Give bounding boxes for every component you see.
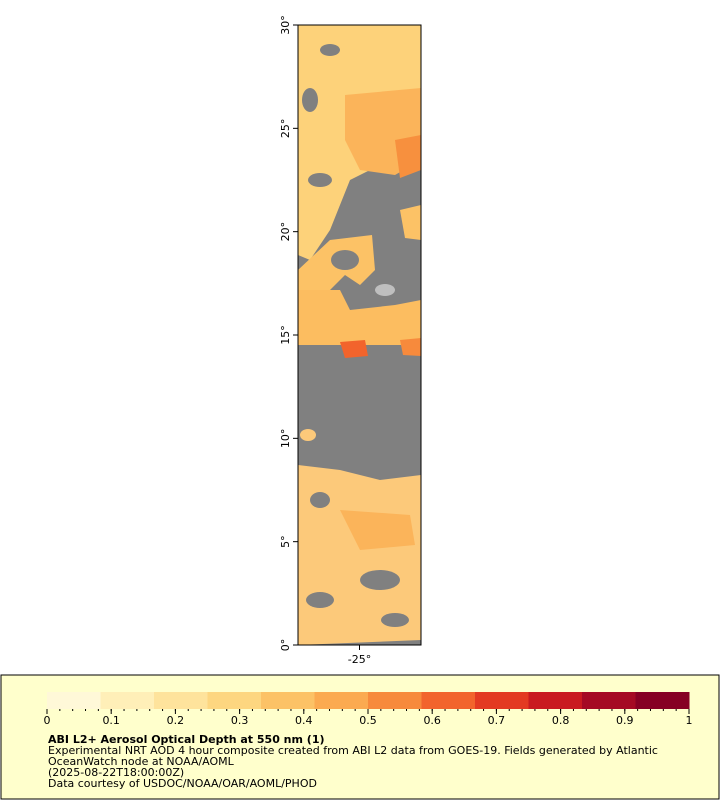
colorbar-tick-label: 0.4	[295, 714, 313, 727]
colorbar-tick-label: 0.2	[167, 714, 185, 727]
colorbar-tick-label: 0.9	[616, 714, 634, 727]
colorbar-tick-label: 0.3	[231, 714, 249, 727]
map-axes: 0° 5° 10° 15° 20° 25° 30° -25°	[279, 15, 371, 666]
lat-tick-label: 30°	[279, 15, 292, 35]
caption-title: ABI L2+ Aerosol Optical Depth at 550 nm …	[48, 733, 325, 746]
map-image	[297, 24, 422, 646]
lat-tick-label: 25°	[279, 119, 292, 139]
colorbar-tick-label: 0.6	[423, 714, 441, 727]
caption-line: Experimental NRT AOD 4 hour composite cr…	[48, 744, 658, 757]
colorbar-swatch	[100, 692, 155, 709]
colorbar-swatch	[207, 692, 262, 709]
colorbar-swatch	[528, 692, 583, 709]
colorbar-swatch	[47, 692, 101, 709]
colorbar-tick-label: 0.5	[359, 714, 377, 727]
colorbar-swatch	[475, 692, 529, 709]
colorbar-swatch	[314, 692, 369, 709]
lat-tick-label: 5°	[279, 535, 292, 548]
colorbar-tick-label: 1	[686, 714, 693, 727]
lat-tick-label: 20°	[279, 222, 292, 242]
caption: Experimental NRT AOD 4 hour composite cr…	[48, 744, 658, 790]
colorbar-swatch	[582, 692, 636, 709]
colorbar-swatch	[368, 692, 422, 709]
caption-line: (2025-08-22T18:00:00Z)	[48, 766, 184, 779]
colorbar-tick-label: 0.8	[552, 714, 570, 727]
colorbar-tick-label: 0.1	[102, 714, 120, 727]
colorbar-tick-label: 0.7	[488, 714, 506, 727]
colorbar-swatch	[421, 692, 476, 709]
lat-tick-label: 15°	[279, 325, 292, 345]
caption-line: Data courtesy of USDOC/NOAA/OAR/AOML/PHO…	[48, 777, 317, 790]
lon-tick-label: -25°	[348, 653, 371, 666]
colorbar-swatch	[635, 692, 690, 709]
colorbar: 0 0.1 0.2 0.3 0.4 0.5 0.6 0.7 0.8 0.9 1	[44, 692, 693, 727]
lat-tick-label: 10°	[279, 429, 292, 449]
colorbar-swatch	[261, 692, 315, 709]
colorbar-tick-label: 0	[44, 714, 51, 727]
lat-tick-label: 0°	[279, 639, 292, 652]
caption-line: OceanWatch node at NOAA/AOML	[48, 755, 235, 768]
colorbar-swatch	[154, 692, 208, 709]
